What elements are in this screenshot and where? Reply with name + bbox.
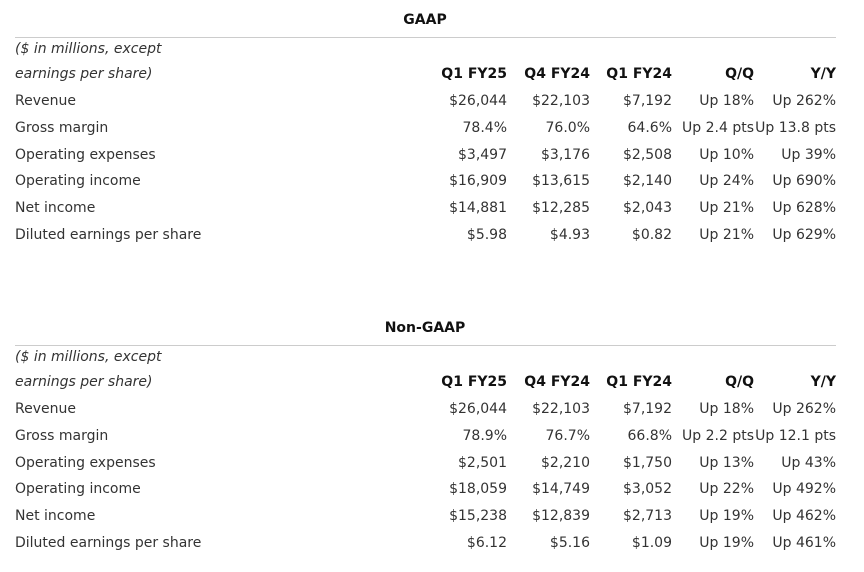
cell: $0.82 (631, 227, 672, 243)
cell: Up 690% (772, 173, 836, 190)
row-label: Diluted earnings per share (15, 227, 202, 243)
cell: Up 12.1 pts (755, 427, 836, 444)
cell: $2,713 (623, 508, 672, 525)
cell: $12,285 (532, 200, 590, 217)
cell: Up 13% (699, 454, 754, 471)
column-header: Q4 FY24 (524, 374, 590, 390)
cell: Up 492% (772, 481, 836, 498)
cell: $7,192 (623, 401, 672, 417)
cell: $26,044 (449, 93, 507, 109)
row-label: Operating income (15, 481, 141, 498)
cell: $2,508 (623, 146, 672, 163)
table-title: Non-GAAP (384, 320, 466, 336)
cell: $15,238 (449, 508, 507, 525)
row-label: Revenue (15, 401, 76, 417)
column-header: Y/Y (810, 66, 836, 82)
cell: $26,044 (449, 401, 507, 417)
cell: Up 43% (781, 454, 836, 471)
cell: $2,210 (541, 454, 590, 471)
column-header: Y/Y (810, 374, 836, 390)
cell: Up 18% (699, 93, 754, 109)
cell: $16,909 (449, 173, 507, 190)
cell: 76.7% (545, 427, 590, 444)
cell: $1.09 (631, 535, 672, 551)
column-header: Q1 FY25 (441, 374, 507, 390)
column-header: Q1 FY25 (441, 66, 507, 82)
cell: $14,881 (449, 200, 507, 217)
cell: $2,140 (623, 173, 672, 190)
cell: $14,749 (532, 481, 590, 498)
cell: Up 2.2 pts (682, 427, 754, 444)
cell: 78.9% (462, 427, 507, 444)
cell: Up 628% (772, 200, 836, 217)
cell: Up 18% (699, 401, 754, 417)
cell: $3,176 (541, 146, 590, 163)
cell: 76.0% (545, 119, 590, 136)
cell: Up 462% (772, 508, 836, 525)
cell: $2,501 (458, 454, 507, 471)
cell: $7,192 (623, 93, 672, 109)
cell: $22,103 (532, 401, 590, 417)
cell: Up 262% (772, 401, 836, 417)
cell: $2,043 (623, 200, 672, 217)
row-label: Operating expenses (15, 454, 156, 471)
row-label: Net income (15, 200, 96, 217)
cell: Up 2.4 pts (682, 119, 754, 136)
row-label: Gross margin (15, 427, 109, 444)
cell: 78.4% (462, 119, 507, 136)
cell: $12,839 (532, 508, 590, 525)
cell: Up 21% (699, 227, 754, 243)
title-rule (15, 345, 836, 346)
cell: $3,497 (458, 146, 507, 163)
cell: Up 24% (699, 173, 754, 190)
title-rule (15, 37, 836, 38)
column-header: Q/Q (725, 374, 754, 390)
cell: Up 21% (699, 200, 754, 217)
cell: Up 22% (699, 481, 754, 498)
row-label: Operating expenses (15, 146, 156, 163)
cell: 66.8% (627, 427, 672, 444)
table-note: ($ in millions, except earnings per shar… (15, 41, 162, 82)
cell: Up 19% (699, 508, 754, 525)
row-label: Diluted earnings per share (15, 535, 202, 551)
cell: $5.16 (549, 535, 590, 551)
row-label: Net income (15, 508, 96, 525)
cell: Up 19% (699, 535, 754, 551)
table-note: ($ in millions, except earnings per shar… (15, 349, 162, 390)
row-label: Gross margin (15, 119, 109, 136)
cell: Up 13.8 pts (755, 119, 836, 136)
cell: $1,750 (623, 454, 672, 471)
column-header: Q/Q (725, 66, 754, 82)
row-label: Operating income (15, 173, 141, 190)
row-label: Revenue (15, 93, 76, 109)
cell: $5.98 (466, 227, 507, 243)
cell: $13,615 (532, 173, 590, 190)
column-header: Q1 FY24 (606, 66, 672, 82)
cell: $6.12 (466, 535, 507, 551)
cell: Up 461% (772, 535, 836, 551)
table-title: GAAP (403, 12, 447, 28)
cell: Up 10% (699, 146, 754, 163)
cell: Up 262% (772, 93, 836, 109)
cell: $4.93 (549, 227, 590, 243)
cell: Up 629% (772, 227, 836, 243)
cell: $3,052 (623, 481, 672, 498)
column-header: Q1 FY24 (606, 374, 672, 390)
cell: $18,059 (449, 481, 507, 498)
cell: 64.6% (627, 119, 672, 136)
cell: Up 39% (781, 146, 836, 163)
cell: $22,103 (532, 93, 590, 109)
column-header: Q4 FY24 (524, 66, 590, 82)
